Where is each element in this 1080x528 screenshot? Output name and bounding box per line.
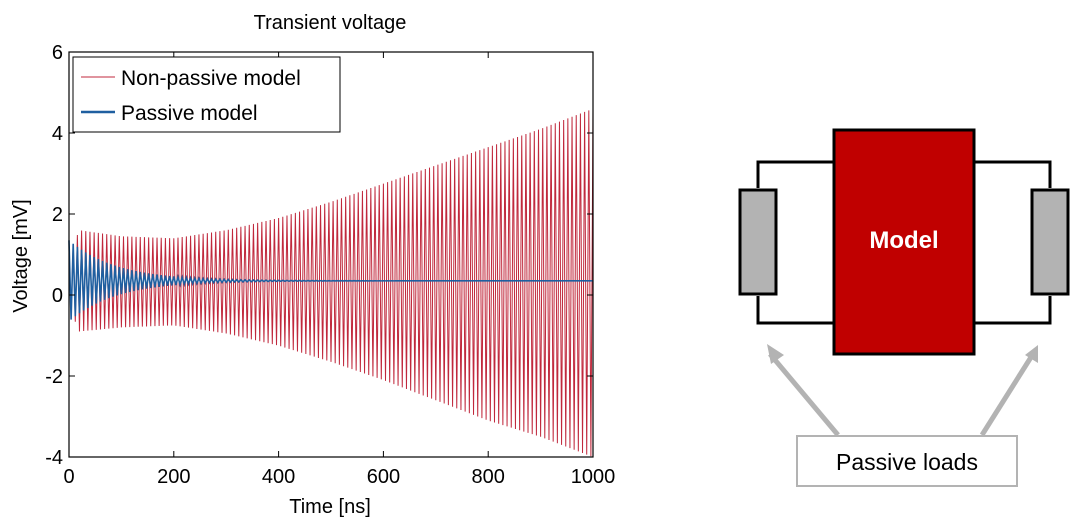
axes-frame [68, 51, 594, 458]
passive-loads-box [796, 435, 1018, 487]
y-tick-label: 0 [52, 285, 63, 307]
wire-right-bottom [974, 296, 1052, 325]
passive-load-right [1030, 188, 1070, 296]
voltage-chart: Transient voltage 0 200 400 600 800 1000 -4 -2 0… [10, 12, 616, 518]
arrowhead-left [767, 344, 784, 364]
passive-load-left [738, 188, 778, 296]
legend-label: Non-passive model [121, 67, 301, 90]
arrow-right [979, 352, 1036, 437]
series-passive-line [68, 240, 594, 320]
model-label: Model [869, 227, 938, 254]
y-tick-label: 6 [52, 42, 63, 64]
arrow-left [768, 352, 840, 437]
y-tick-label: -2 [45, 366, 63, 388]
wire-left-bottom [756, 296, 834, 325]
load-diagram: Model Passive loads [738, 128, 1070, 487]
x-tick-label: 800 [472, 466, 505, 488]
x-tick-label: 1000 [571, 466, 616, 488]
plot-area [68, 108, 594, 457]
arrowhead-right [1025, 345, 1038, 363]
y-tick-label: 2 [52, 204, 63, 226]
series-non-passive-line [68, 108, 594, 457]
y-axis-label: Voltage [mV] [10, 199, 32, 312]
chart-title: Transient voltage [254, 12, 407, 34]
x-tick-label: 600 [367, 466, 400, 488]
wire-right-top [974, 160, 1052, 188]
axes-box [68, 51, 594, 458]
legend-label: Passive model [121, 102, 258, 125]
y-tick-label: 4 [52, 123, 63, 145]
x-tick-label: 200 [157, 466, 190, 488]
model-block [832, 128, 976, 356]
x-axis-label: Time [ns] [289, 496, 371, 518]
y-tick-label: -4 [45, 447, 63, 469]
passive-loads-label: Passive loads [836, 449, 978, 475]
wire-left-top [756, 160, 834, 188]
x-tick-label: 400 [262, 466, 295, 488]
x-tick-label: 0 [63, 466, 74, 488]
legend: Non-passive model Passive model [72, 56, 341, 133]
legend-box [72, 56, 341, 133]
